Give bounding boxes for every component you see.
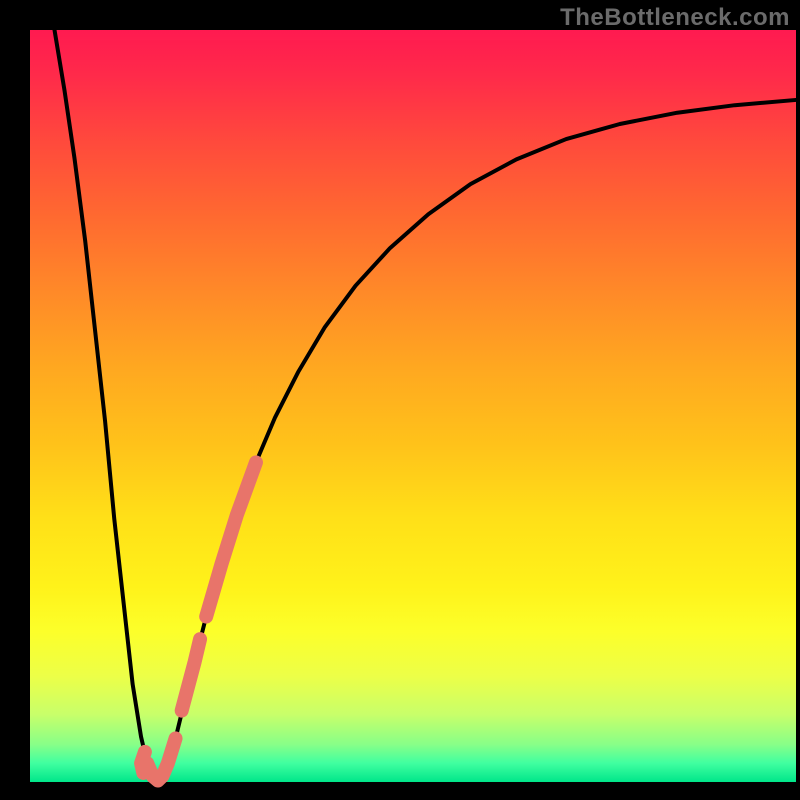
chart-plot-gradient	[30, 30, 796, 782]
highlight-segment	[141, 752, 145, 773]
chart-svg	[0, 0, 800, 800]
bottleneck-chart: TheBottleneck.com	[0, 0, 800, 800]
watermark-text: TheBottleneck.com	[560, 4, 790, 32]
